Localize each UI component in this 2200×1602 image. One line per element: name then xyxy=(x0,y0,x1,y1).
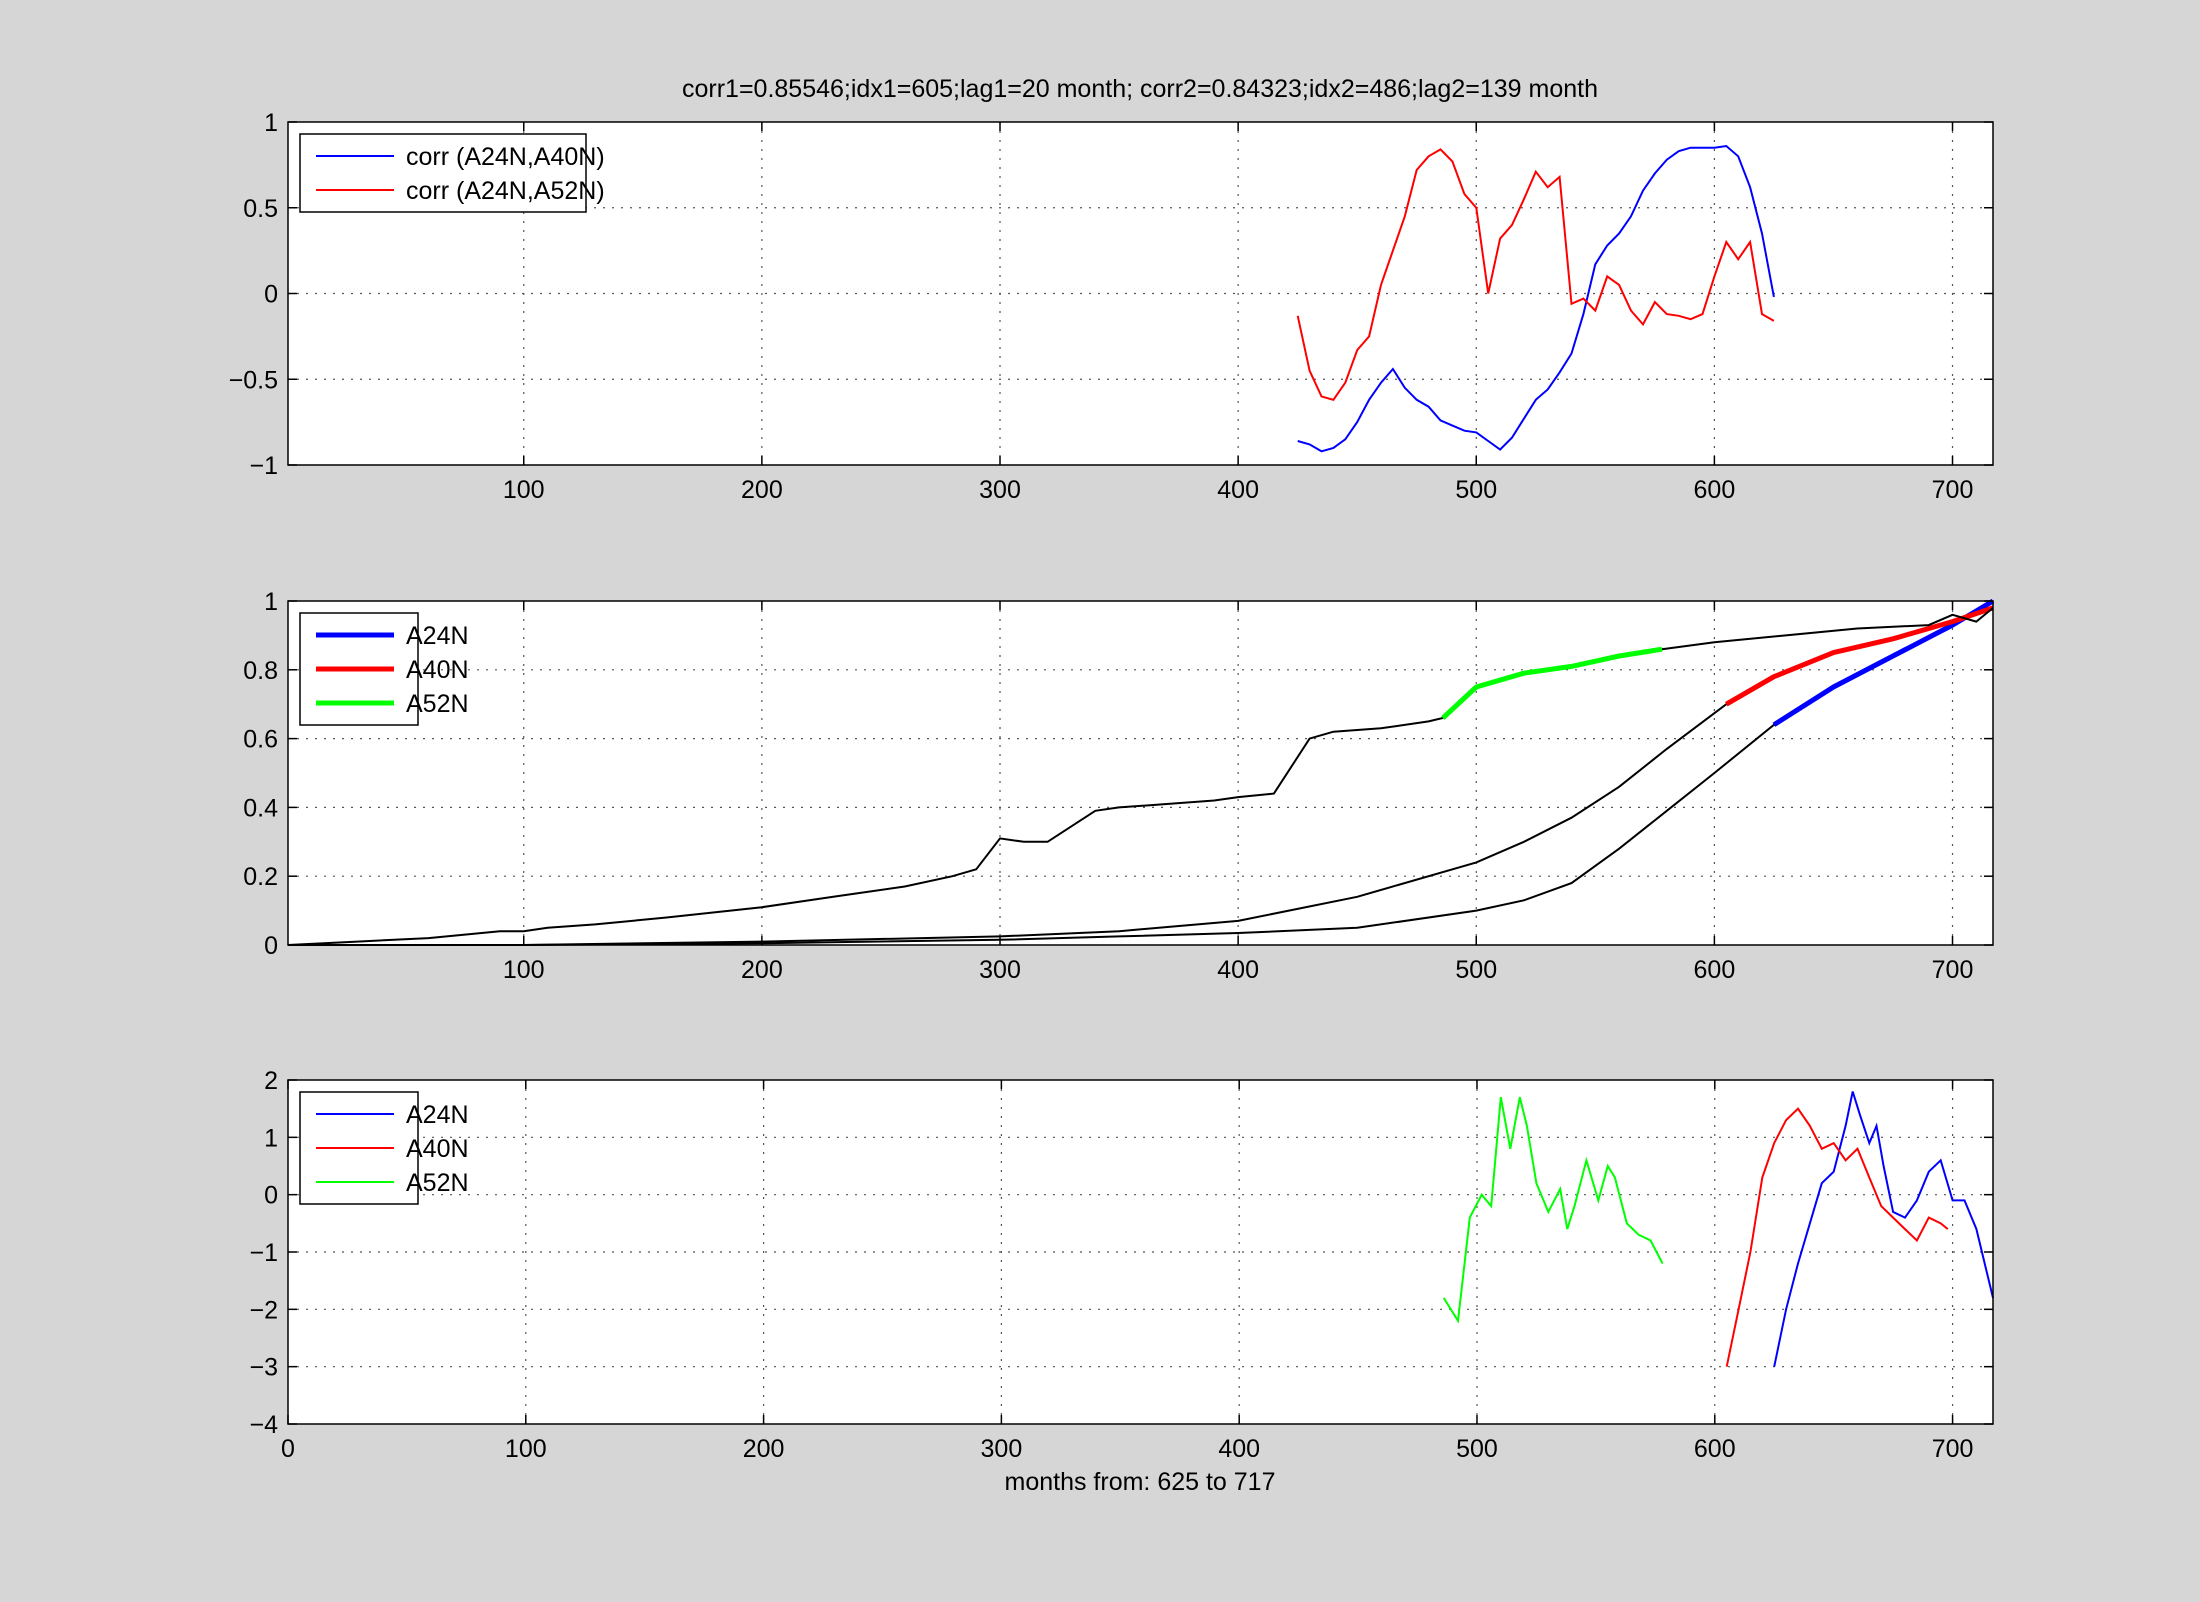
x-tick-label: 500 xyxy=(1456,1435,1498,1463)
y-tick-label: 0 xyxy=(264,932,278,960)
cumulative-panel: 100 200 300 400 500 600 70000.20.40.60.81A24NA… xyxy=(243,588,1995,984)
x-tick-label: 600 xyxy=(1694,1435,1736,1463)
x-tick-label: 400 xyxy=(1217,476,1259,504)
x-tick-label: 500 xyxy=(1455,476,1497,504)
anomaly-panel: 0 100 200 300 400 500 600 700 −4 −3 −2 −1 0 1 2 A24N A40… xyxy=(249,1067,1994,1463)
x-tick-label: 300 xyxy=(981,1435,1023,1463)
x-tick-label: 700 xyxy=(1932,476,1974,504)
x-tick-label: 0 xyxy=(281,1435,295,1463)
y-tick-label: 0 xyxy=(264,1182,278,1210)
series-line-A52N xyxy=(287,607,1994,946)
y-tick-label: 1 xyxy=(264,1124,278,1152)
legend-label: corr (A24N,A40N) xyxy=(406,143,605,171)
x-tick-label: 200 xyxy=(741,956,783,984)
legend: A24N A40N A52N xyxy=(299,1091,469,1205)
grid-lines xyxy=(288,1080,1993,1424)
x-tick-label: 100 xyxy=(503,956,545,984)
y-tick-label: −4 xyxy=(249,1411,278,1439)
axes-frame xyxy=(287,600,1994,946)
y-tick-label: 0.4 xyxy=(243,794,278,822)
x-tick-label: 100 xyxy=(503,476,545,504)
y-tick-label: 1 xyxy=(264,588,278,616)
x-tick-label: 200 xyxy=(743,1435,785,1463)
legend-label: A52N xyxy=(406,690,469,718)
series-line-corr (A24N,A52N) xyxy=(1296,148,1775,401)
plot-area xyxy=(288,1080,1993,1424)
series-line-A24N xyxy=(1773,1091,1994,1367)
plot-area xyxy=(288,601,1993,945)
y-tick-label: −1 xyxy=(249,1239,278,1267)
series-line-A40N xyxy=(1725,1107,1949,1367)
legend-label: A40N xyxy=(406,1135,469,1163)
y-tick-label: 0.2 xyxy=(243,863,278,891)
x-tick-label: 700 xyxy=(1932,1435,1974,1463)
x-tick-label: 500 xyxy=(1455,956,1497,984)
legend-label: A24N xyxy=(406,1101,469,1129)
x-tick-label: 700 xyxy=(1932,956,1974,984)
x-tick-label: 400 xyxy=(1217,956,1259,984)
legend-label: A52N xyxy=(406,1169,469,1197)
x-tick-label: 100 xyxy=(505,1435,547,1463)
y-tick-label: 1 xyxy=(264,109,278,137)
legend-label: A24N xyxy=(406,622,469,650)
legend-label: A40N xyxy=(406,656,469,684)
x-tick-label: 200 xyxy=(741,476,783,504)
legend-box xyxy=(299,133,587,213)
y-tick-label: −3 xyxy=(249,1354,278,1382)
legend-label: corr (A24N,A52N) xyxy=(406,177,605,205)
correlation-panel: 100 200 300 400 500 600 700 −1 −0.5 0 0.5 1 corr (A2… xyxy=(229,109,1994,504)
x-axis-label: months from: 625 to 717 xyxy=(1005,1468,1276,1496)
x-tick-label: 600 xyxy=(1694,476,1736,504)
y-tick-label: 0.6 xyxy=(243,726,278,754)
x-tick-label: 300 xyxy=(979,956,1021,984)
y-tick-label: −2 xyxy=(249,1296,278,1324)
series-line-A52N xyxy=(1442,1096,1664,1324)
x-tick-label: 400 xyxy=(1218,1435,1260,1463)
y-tick-label: 0.5 xyxy=(243,195,278,223)
y-tick-label: −0.5 xyxy=(229,366,278,394)
y-tick-label: 2 xyxy=(264,1067,278,1095)
x-tick-label: 600 xyxy=(1694,956,1736,984)
y-tick-label: −1 xyxy=(249,452,278,480)
legend: A24N A40N A52N xyxy=(299,612,469,726)
series-highlight-A52N xyxy=(1441,646,1663,720)
legend: corr (A24N,A40N) corr (A24N,A52N) xyxy=(299,133,605,213)
grid-lines xyxy=(288,122,1993,465)
series-highlight-A40N xyxy=(1725,605,1994,707)
figure-title: corr1=0.85546;idx1=605;lag1=20 month; co… xyxy=(682,75,1598,103)
y-tick-label: 0.8 xyxy=(243,657,278,685)
y-tick-label: 0 xyxy=(264,281,278,309)
series-line-corr (A24N,A40N) xyxy=(1297,144,1775,453)
x-tick-label: 300 xyxy=(979,476,1021,504)
